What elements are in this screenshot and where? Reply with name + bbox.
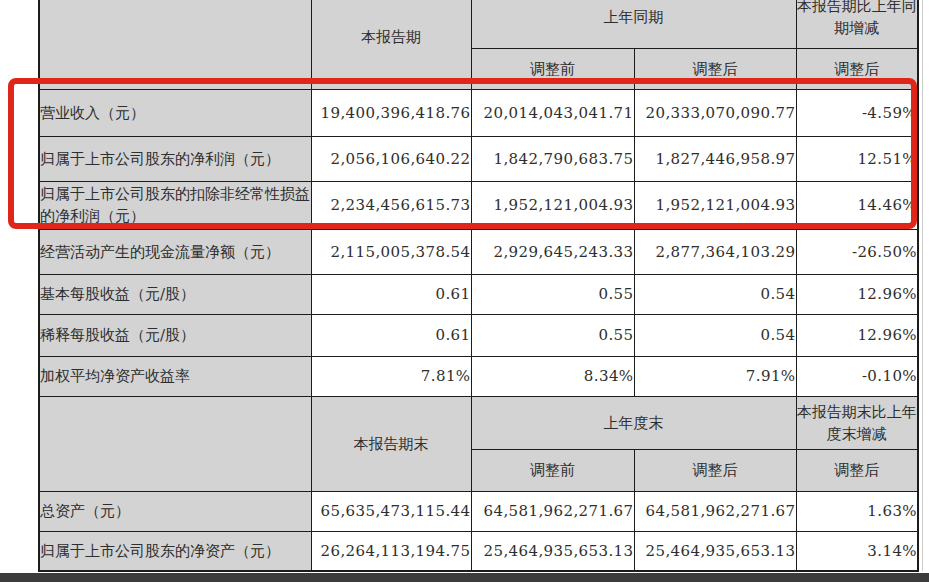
- header-current-period: 本报告期: [311, 0, 471, 89]
- header-change-group-end: 本报告期末比上年度末增减: [796, 396, 918, 449]
- header-after-adjustment: 调整后: [634, 449, 796, 491]
- cell-prior-before: 1,842,790,683.75: [471, 136, 634, 181]
- cell-current: 26,264,113,194.75: [311, 531, 471, 571]
- cell-prior-before: 8.34%: [471, 356, 634, 396]
- row-label: 归属于上市公司股东的扣除非经常性损益的净利润（元）: [39, 181, 311, 229]
- cell-prior-after: 64,581,962,271.67: [634, 491, 796, 531]
- table-row-total-assets: 总资产（元） 65,635,473,115.44 64,581,962,271.…: [39, 491, 918, 531]
- row-label: 经营活动产生的现金流量净额（元）: [39, 229, 311, 274]
- row-label: 归属于上市公司股东的净资产（元）: [39, 531, 311, 571]
- table-row-weighted-avg-roe: 加权平均净资产收益率 7.81% 8.34% 7.91% -0.10%: [39, 356, 918, 396]
- cell-current: 65,635,473,115.44: [311, 491, 471, 531]
- cell-change: 3.14%: [796, 531, 918, 571]
- cell-prior-after: 7.91%: [634, 356, 796, 396]
- header-change-after-adjustment: 调整后: [796, 449, 918, 491]
- cell-change: 12.51%: [796, 136, 918, 181]
- corner-cell: [39, 396, 311, 491]
- table-row-net-profit: 归属于上市公司股东的净利润（元） 2,056,106,640.22 1,842,…: [39, 136, 918, 181]
- cell-change: 12.96%: [796, 314, 918, 356]
- cell-prior-after: 2,877,364,103.29: [634, 229, 796, 274]
- cell-current: 0.61: [311, 314, 471, 356]
- corner-cell: [39, 0, 311, 89]
- cell-current: 2,234,456,615.73: [311, 181, 471, 229]
- financial-summary-table: 本报告期 上年同期 本报告期比上年同期增减 调整前 调整后 调整后 营业收入（元…: [38, 0, 919, 572]
- cell-prior-before: 0.55: [471, 274, 634, 314]
- table-row-diluted-eps: 稀释每股收益（元/股） 0.61 0.55 0.54 12.96%: [39, 314, 918, 356]
- cell-current: 7.81%: [311, 356, 471, 396]
- cell-prior-after: 1,952,121,004.93: [634, 181, 796, 229]
- row-label: 基本每股收益（元/股）: [39, 274, 311, 314]
- cell-prior-after: 1,827,446,958.97: [634, 136, 796, 181]
- header-before-adjustment: 调整前: [471, 449, 634, 491]
- cell-prior-before: 64,581,962,271.67: [471, 491, 634, 531]
- table-row-net-profit-deducted: 归属于上市公司股东的扣除非经常性损益的净利润（元） 2,234,456,615.…: [39, 181, 918, 229]
- cell-prior-before: 20,014,043,041.71: [471, 89, 634, 136]
- table-row-operating-cash-flow: 经营活动产生的现金流量净额（元） 2,115,005,378.54 2,929,…: [39, 229, 918, 274]
- cell-prior-after: 0.54: [634, 274, 796, 314]
- page-edge-line: [922, 0, 923, 571]
- cell-current: 2,056,106,640.22: [311, 136, 471, 181]
- cell-prior-after: 20,333,070,090.77: [634, 89, 796, 136]
- row-label: 归属于上市公司股东的净利润（元）: [39, 136, 311, 181]
- header-prior-year-end-group: 上年度末: [471, 396, 796, 449]
- row-label: 营业收入（元）: [39, 89, 311, 136]
- header-change-group: 本报告期比上年同期增减: [796, 0, 918, 48]
- table-wrap: 本报告期 上年同期 本报告期比上年同期增减 调整前 调整后 调整后 营业收入（元…: [38, 0, 919, 572]
- header-row-3: 本报告期末 上年度末 本报告期末比上年度末增减: [39, 396, 918, 449]
- row-label: 加权平均净资产收益率: [39, 356, 311, 396]
- cell-prior-after: 0.54: [634, 314, 796, 356]
- table-row-revenue: 营业收入（元） 19,400,396,418.76 20,014,043,041…: [39, 89, 918, 136]
- cell-change: -0.10%: [796, 356, 918, 396]
- document-page: 本报告期 上年同期 本报告期比上年同期增减 调整前 调整后 调整后 营业收入（元…: [0, 0, 929, 582]
- header-row-1: 本报告期 上年同期 本报告期比上年同期增减: [39, 0, 918, 48]
- cell-current: 19,400,396,418.76: [311, 89, 471, 136]
- table-row-net-assets: 归属于上市公司股东的净资产（元） 26,264,113,194.75 25,46…: [39, 531, 918, 571]
- cell-prior-before: 25,464,935,653.13: [471, 531, 634, 571]
- header-after-adjustment: 调整后: [634, 48, 796, 89]
- table-row-basic-eps: 基本每股收益（元/股） 0.61 0.55 0.54 12.96%: [39, 274, 918, 314]
- cell-change: -26.50%: [796, 229, 918, 274]
- header-prior-period-group: 上年同期: [471, 0, 796, 48]
- header-current-period-end: 本报告期末: [311, 396, 471, 491]
- cell-change: 14.46%: [796, 181, 918, 229]
- cell-prior-after: 25,464,935,653.13: [634, 531, 796, 571]
- cell-current: 0.61: [311, 274, 471, 314]
- cell-change: 12.96%: [796, 274, 918, 314]
- row-label: 总资产（元）: [39, 491, 311, 531]
- header-change-after-adjustment: 调整后: [796, 48, 918, 89]
- cell-change: -4.59%: [796, 89, 918, 136]
- cell-prior-before: 1,952,121,004.93: [471, 181, 634, 229]
- header-before-adjustment: 调整前: [471, 48, 634, 89]
- cell-prior-before: 0.55: [471, 314, 634, 356]
- cell-current: 2,115,005,378.54: [311, 229, 471, 274]
- cell-change: 1.63%: [796, 491, 918, 531]
- bottom-bar: [0, 573, 929, 582]
- row-label: 稀释每股收益（元/股）: [39, 314, 311, 356]
- cell-prior-before: 2,929,645,243.33: [471, 229, 634, 274]
